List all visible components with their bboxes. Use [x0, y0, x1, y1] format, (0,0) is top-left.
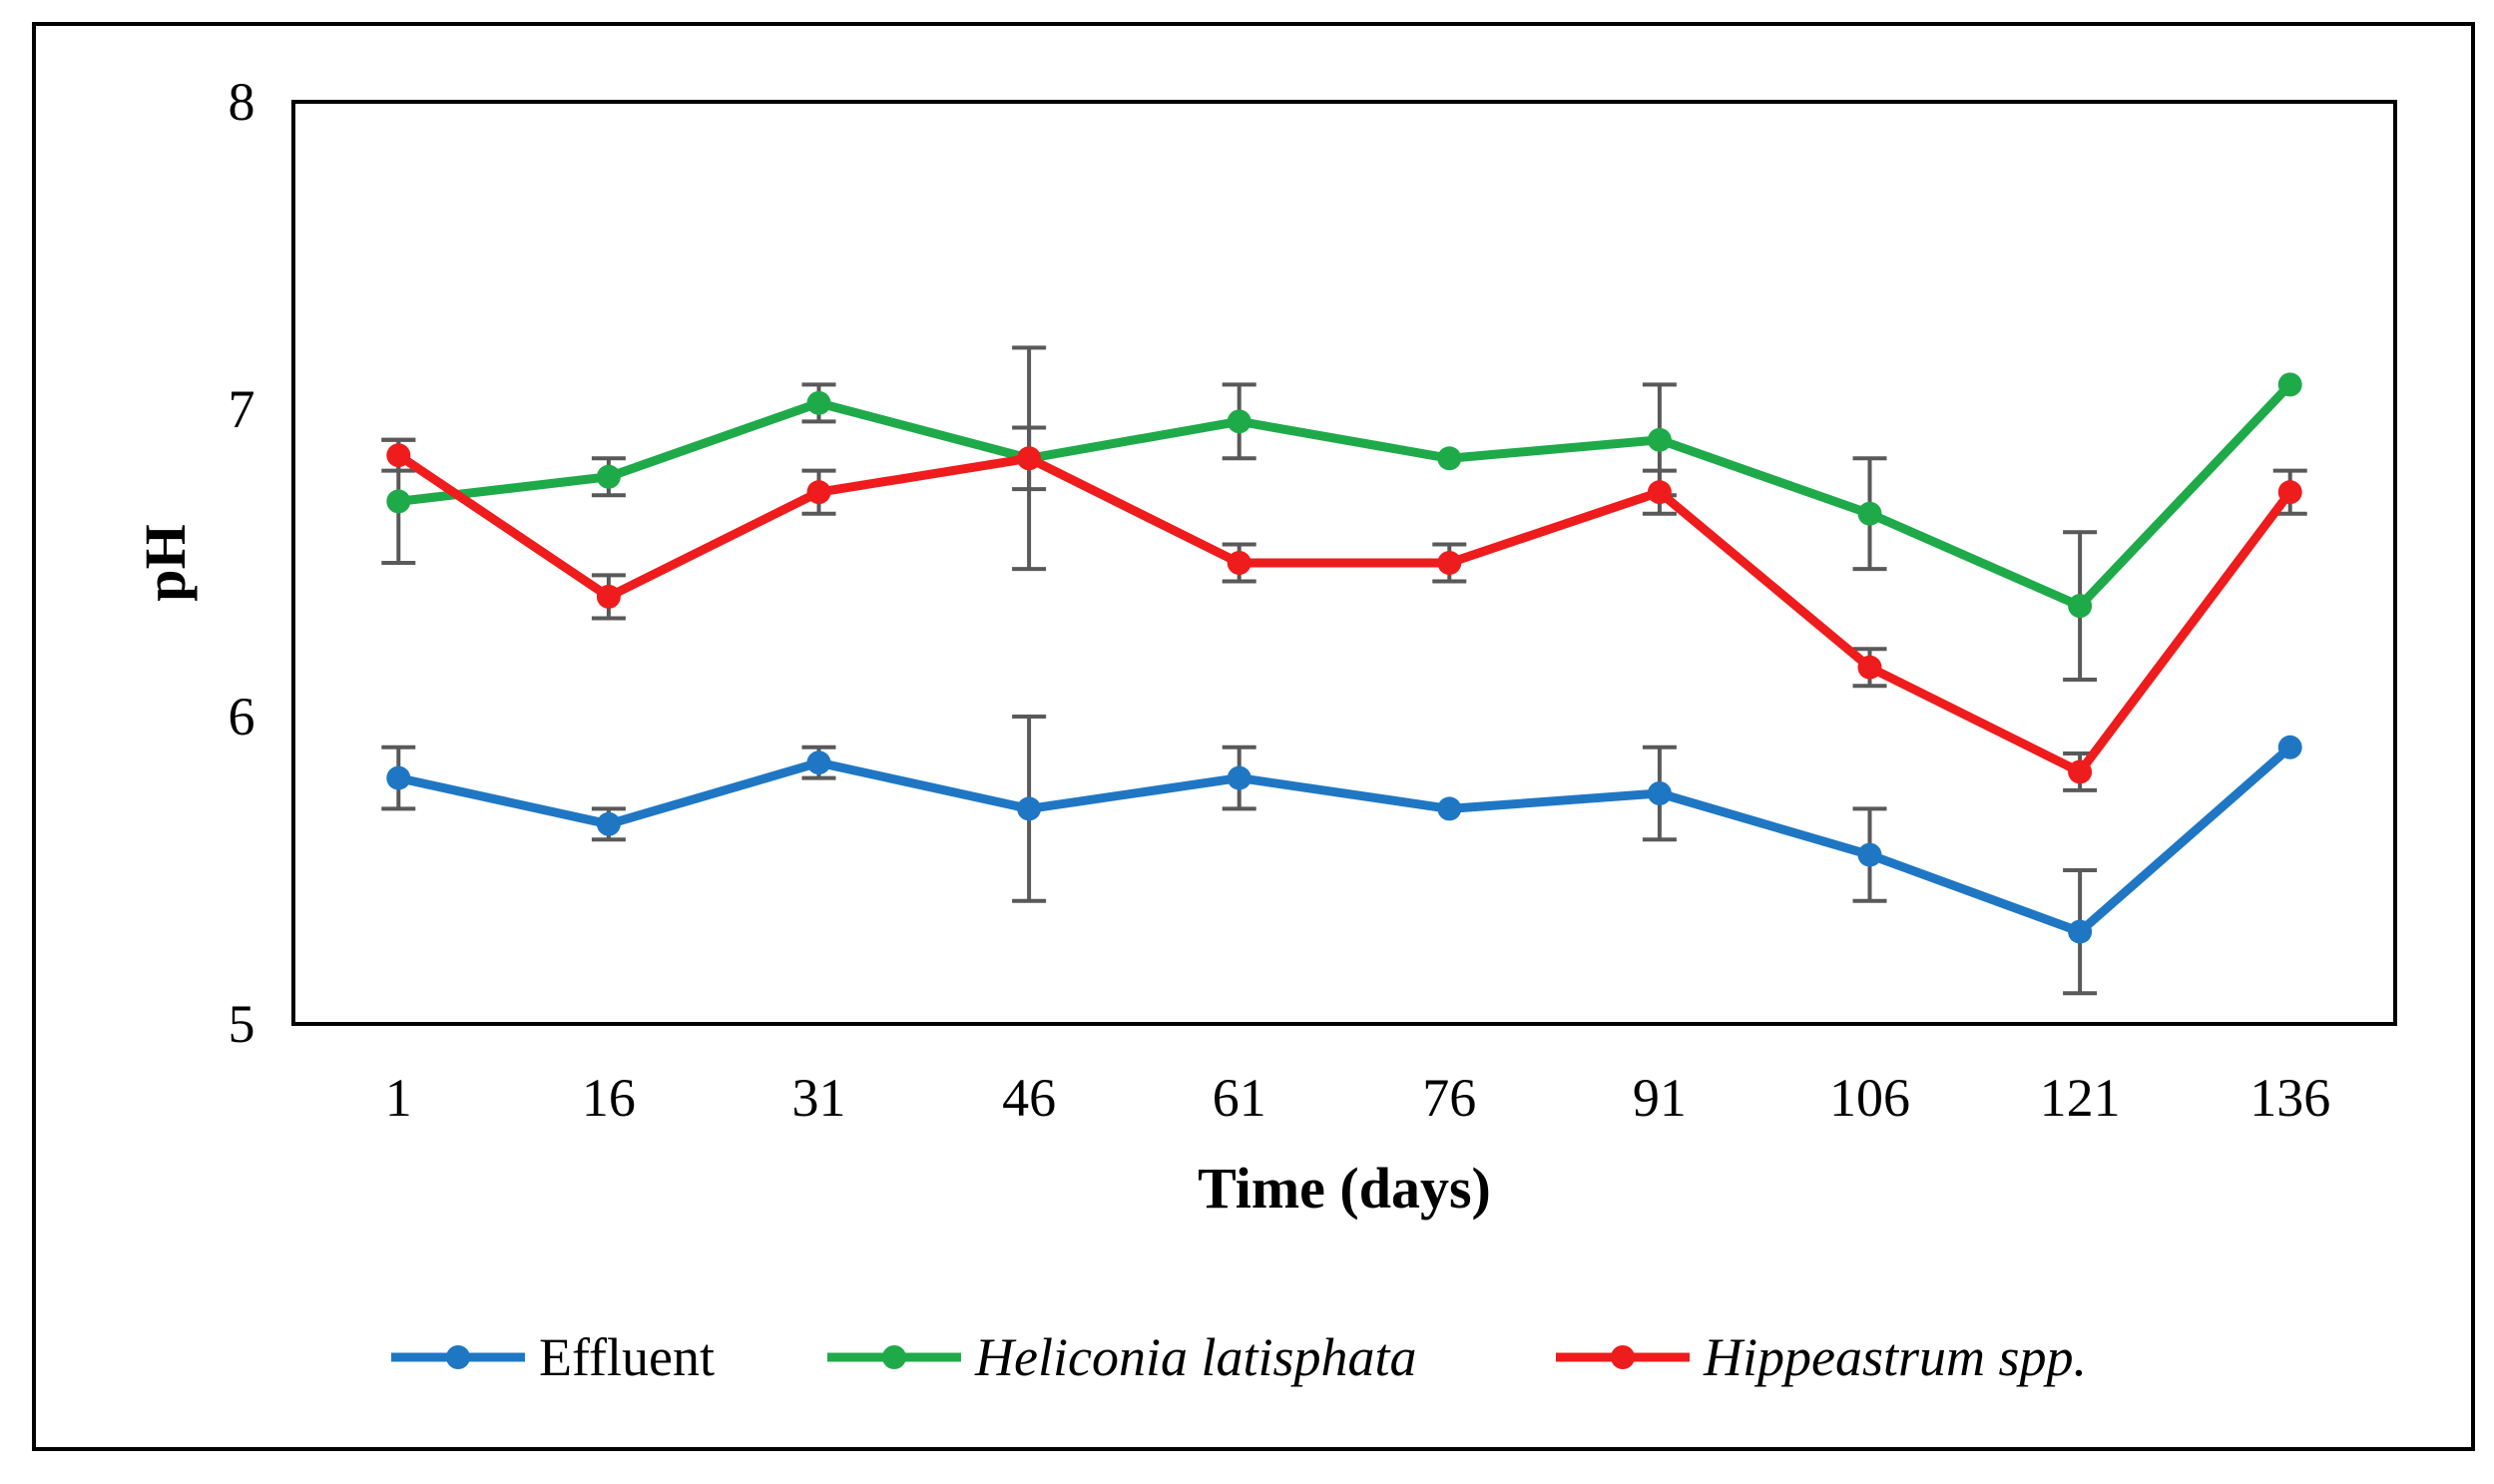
- data-point-heliconia-latisphata: [1647, 427, 1672, 452]
- data-point-heliconia-latisphata: [596, 464, 621, 489]
- x-axis-title: Time (days): [1198, 1156, 1491, 1221]
- x-tick-label: 136: [2249, 1068, 2330, 1128]
- x-tick-label: 121: [2040, 1068, 2121, 1128]
- x-tick-label: 61: [1213, 1068, 1266, 1128]
- data-point-effluent: [386, 765, 411, 790]
- data-point-heliconia-latisphata: [1857, 501, 1882, 526]
- x-tick-label: 76: [1422, 1068, 1476, 1128]
- data-point-hippeastrum-spp: [1437, 551, 1462, 575]
- data-point-hippeastrum-spp: [806, 480, 831, 505]
- data-point-hippeastrum-spp: [596, 584, 621, 609]
- y-tick-label: 5: [229, 994, 255, 1054]
- series-line-effluent: [393, 742, 2295, 937]
- legend: Effluent Heliconia latisphata Hippeastrum …: [391, 1327, 2087, 1387]
- data-point-heliconia-latisphata: [1437, 446, 1462, 471]
- legend-label: Hippeastrum spp.: [1703, 1327, 2087, 1387]
- legend-item-effluent: Effluent: [391, 1327, 715, 1387]
- y-axis-title: pH: [133, 524, 198, 601]
- data-point-heliconia-latisphata: [806, 390, 831, 415]
- data-point-hippeastrum-spp: [2068, 759, 2093, 784]
- x-tick-label: 91: [1633, 1068, 1687, 1128]
- data-point-effluent: [806, 750, 831, 775]
- data-point-effluent: [1227, 765, 1251, 790]
- data-point-hippeastrum-spp: [1017, 446, 1042, 471]
- data-point-effluent: [1017, 796, 1042, 821]
- series-line-heliconia-latisphata: [393, 379, 2295, 611]
- series-line-hippeastrum-spp: [393, 450, 2295, 776]
- legend-swatch-marker: [882, 1345, 906, 1369]
- data-point-heliconia-latisphata: [2277, 372, 2302, 397]
- data-point-effluent: [1857, 842, 1882, 867]
- data-point-hippeastrum-spp: [1647, 480, 1672, 505]
- series-lines: [393, 379, 2295, 937]
- data-point-hippeastrum-spp: [1857, 655, 1882, 680]
- data-point-heliconia-latisphata: [1227, 409, 1251, 434]
- plot-area-border: [291, 100, 2397, 1026]
- x-tick-label: 16: [582, 1068, 636, 1128]
- series-points: [386, 372, 2302, 944]
- legend-label: Heliconia latisphata: [974, 1327, 1416, 1387]
- data-point-heliconia-latisphata: [2068, 594, 2093, 619]
- y-tick-label: 8: [229, 72, 255, 132]
- legend-item-hippeastrum-spp: Hippeastrum spp.: [1556, 1327, 2087, 1387]
- legend-item-heliconia-latisphata: Heliconia latisphata: [827, 1327, 1416, 1387]
- data-point-hippeastrum-spp: [2277, 480, 2302, 505]
- x-tick-label: 46: [1002, 1068, 1056, 1128]
- y-tick-label: 6: [229, 687, 255, 746]
- data-point-effluent: [2277, 735, 2302, 759]
- data-point-effluent: [1647, 781, 1672, 805]
- y-axis-ticks: 5 6 7 8: [229, 72, 255, 1054]
- data-point-effluent: [2068, 919, 2093, 944]
- legend-label: Effluent: [539, 1327, 715, 1387]
- data-point-effluent: [596, 811, 621, 836]
- x-tick-label: 106: [1829, 1068, 1910, 1128]
- figure-border: [32, 22, 2475, 1451]
- x-tick-label: 31: [792, 1068, 846, 1128]
- data-point-effluent: [1437, 796, 1462, 821]
- legend-swatch-marker: [1611, 1345, 1635, 1369]
- data-point-hippeastrum-spp: [386, 443, 411, 468]
- x-axis-ticks: 1 16 31 46 61 76 91 106 121 136: [385, 1068, 2330, 1128]
- legend-swatch-marker: [446, 1345, 470, 1369]
- y-tick-label: 7: [229, 379, 255, 439]
- data-point-hippeastrum-spp: [1227, 551, 1251, 575]
- data-point-heliconia-latisphata: [386, 489, 411, 514]
- x-tick-label: 1: [385, 1068, 412, 1128]
